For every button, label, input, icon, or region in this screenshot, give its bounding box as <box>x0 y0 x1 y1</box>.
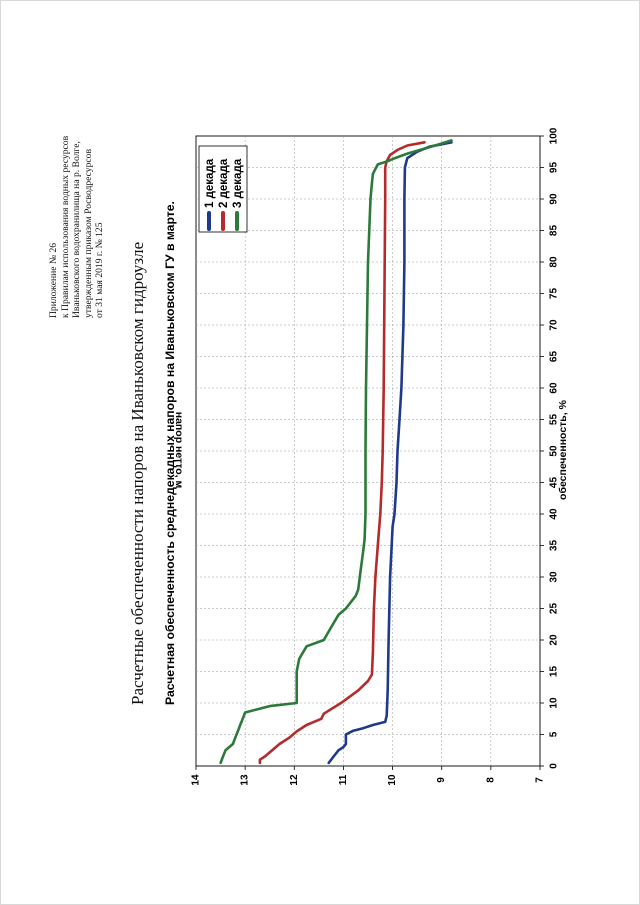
y-tick-label: 12 <box>289 774 300 786</box>
x-tick-label: 5 <box>549 731 560 737</box>
y-tick-label: 7 <box>535 777 546 783</box>
x-tick-label: 0 <box>549 763 560 769</box>
legend: 1 декада 2 декада 3 декада <box>198 145 248 233</box>
y-tick-label: 13 <box>240 774 251 786</box>
chart-title: Расчетная обеспеченность среднедекадных … <box>163 201 177 705</box>
legend-label-3: 3 декада <box>232 158 244 208</box>
x-tick-label: 35 <box>549 540 560 552</box>
x-tick-label: 65 <box>549 351 560 363</box>
x-tick-label: 15 <box>549 666 560 678</box>
series-line-3 <box>219 139 453 765</box>
x-tick-label: 50 <box>549 445 560 457</box>
x-tick-label: 90 <box>549 193 560 205</box>
legend-label-1: 1 декада <box>204 158 216 208</box>
x-tick-label: 100 <box>549 127 560 144</box>
y-axis-label: напор нетто, м <box>173 412 185 489</box>
y-axis-ticks: 7 8 9 10 11 12 13 14 <box>191 766 546 786</box>
y-tick-label: 11 <box>338 774 349 785</box>
x-tick-label: 45 <box>549 477 560 489</box>
x-tick-label: 75 <box>549 288 560 300</box>
y-tick-label: 9 <box>436 777 447 783</box>
x-tick-label: 70 <box>549 319 560 331</box>
grid <box>196 136 540 766</box>
series-line-2 <box>258 141 426 765</box>
x-tick-label: 60 <box>549 382 560 394</box>
x-tick-label: 80 <box>549 256 560 268</box>
x-tick-label: 25 <box>549 603 560 615</box>
x-axis-ticks: 0 5 10 15 20 25 30 35 40 45 50 55 60 65 70 75 80 85 90 95 10… <box>540 127 560 769</box>
x-tick-label: 30 <box>549 571 560 583</box>
x-tick-label: 20 <box>549 634 560 646</box>
y-tick-label: 10 <box>387 774 398 786</box>
series <box>219 139 453 765</box>
legend-label-2: 2 декада <box>218 158 230 208</box>
y-tick-label: 8 <box>485 777 496 783</box>
y-tick-label: 14 <box>191 774 202 786</box>
x-tick-label: 10 <box>549 697 560 709</box>
series-line-1 <box>327 141 453 765</box>
x-axis-label: обеспеченность, % <box>557 399 569 500</box>
x-tick-label: 55 <box>549 414 560 426</box>
x-tick-label: 85 <box>549 225 560 237</box>
x-tick-label: 40 <box>549 508 560 520</box>
x-tick-label: 95 <box>549 162 560 174</box>
